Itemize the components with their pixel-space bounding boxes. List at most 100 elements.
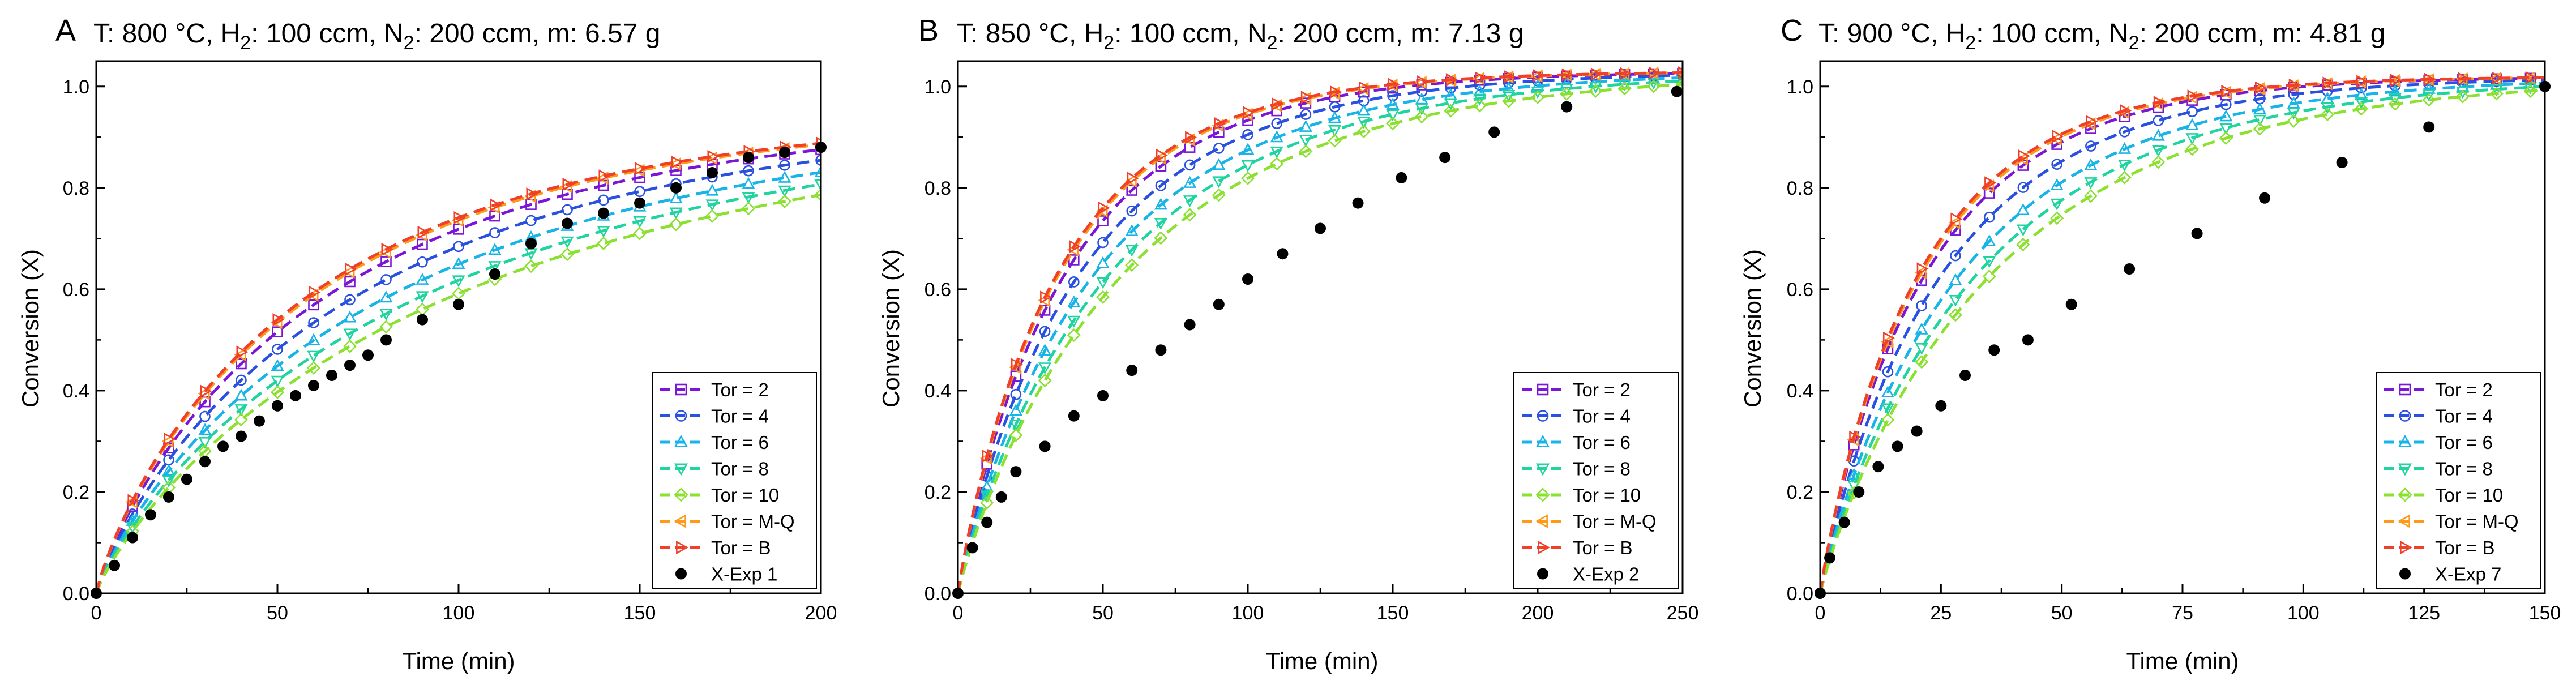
series-marker: [2422, 93, 2436, 107]
series-marker: [1125, 258, 1139, 272]
series-marker: [2458, 72, 2470, 85]
series-marker: [1983, 211, 1995, 223]
series-marker: [1009, 428, 1023, 442]
series-marker: [345, 262, 357, 276]
legend-marker: [2399, 383, 2411, 396]
series-marker: [816, 136, 821, 150]
series-marker: [1127, 172, 1139, 185]
series-marker: [1240, 171, 1255, 185]
experiment-point: [1396, 172, 1407, 183]
series-line-tor-2: [1820, 76, 2545, 593]
series-marker: [1473, 84, 1487, 97]
series-marker: [982, 450, 994, 463]
series-marker: [2085, 140, 2096, 152]
series-marker: [1212, 176, 1226, 189]
y-axis-label: Conversion (X): [878, 249, 904, 408]
series-marker: [2422, 89, 2436, 102]
legend-box: [652, 372, 817, 589]
x-tick-label: 0: [1815, 602, 1826, 624]
series-marker: [1156, 148, 1168, 162]
series-marker: [596, 171, 609, 185]
series-marker: [1214, 117, 1226, 130]
series-marker: [1618, 82, 1632, 96]
series-marker: [705, 209, 720, 223]
legend-marker: [2397, 514, 2410, 528]
series-marker: [2424, 72, 2436, 86]
experiment-point: [344, 360, 356, 371]
experiment-point: [2022, 334, 2034, 346]
series-marker: [2253, 114, 2267, 127]
series-marker: [2186, 106, 2198, 117]
series-marker: [1300, 91, 1313, 104]
y-tick-label: 0.8: [1787, 178, 1813, 199]
series-marker: [379, 290, 393, 303]
series-marker: [1882, 366, 1894, 378]
series-marker: [2322, 76, 2335, 90]
series-marker: [814, 179, 821, 191]
series-marker: [1067, 315, 1081, 328]
x-tick-label: 125: [2408, 602, 2440, 624]
legend-label: Tor = 2: [1573, 379, 1631, 400]
experiment-point: [1671, 85, 1683, 97]
series-marker: [598, 169, 611, 183]
series-marker: [234, 404, 248, 417]
series-marker: [1675, 78, 1683, 92]
series-marker: [634, 186, 645, 198]
x-tick-label: 25: [1930, 602, 1952, 624]
series-marker: [343, 328, 357, 341]
series-marker: [2151, 155, 2166, 169]
series-marker: [598, 194, 609, 206]
experiment-point: [966, 542, 978, 554]
series-marker: [741, 202, 756, 216]
series-marker: [814, 165, 821, 177]
series-marker: [2151, 145, 2165, 157]
series-marker: [1388, 78, 1400, 91]
series-marker: [2083, 189, 2098, 203]
experiment-point: [1184, 319, 1196, 331]
series-marker: [2388, 93, 2402, 105]
legend-box: [2376, 372, 2541, 589]
series-marker: [1097, 215, 1109, 226]
series-marker: [307, 333, 320, 345]
experiment-point: [779, 147, 790, 159]
x-tick-label: 50: [2051, 602, 2073, 624]
series-marker: [1299, 144, 1313, 159]
series-marker: [1241, 160, 1255, 172]
series-marker: [1098, 201, 1110, 215]
legend-marker: [1535, 487, 1550, 502]
x-tick-label: 200: [1522, 602, 1554, 624]
experiment-point: [326, 370, 337, 382]
experiment-point: [525, 238, 537, 250]
series-marker: [1183, 208, 1197, 222]
series-marker: [1880, 335, 1893, 349]
series-marker: [1502, 89, 1516, 102]
experiment-point: [453, 298, 464, 310]
y-tick-label: 1.0: [1787, 76, 1813, 98]
series-marker: [778, 185, 791, 198]
legend-label: Tor = 10: [1573, 485, 1641, 506]
y-tick-label: 1.0: [63, 76, 89, 98]
plot-layer: 0 50 100 150 200 250 0.0 0.2 0.4 0.6 0.8 1.0: [925, 60, 1698, 624]
chart-title: T: 900 °C, H2: 100 ccm, N2: 200 ccm, m: …: [1818, 19, 2385, 54]
series-marker: [1560, 87, 1574, 101]
series-marker: [1069, 239, 1081, 253]
series-marker: [2016, 224, 2030, 237]
series-marker: [1300, 109, 1312, 120]
series-marker: [1154, 218, 1167, 230]
x-tick-label: 50: [267, 602, 288, 624]
series-marker: [2287, 114, 2301, 128]
series-group: [96, 136, 821, 593]
series-marker: [2018, 149, 2030, 163]
series-marker: [778, 170, 791, 183]
series-marker: [669, 217, 683, 232]
series-marker: [1126, 205, 1137, 217]
panel-label: B: [918, 14, 939, 48]
series-marker: [815, 155, 821, 166]
chart-title: T: 850 °C, H2: 100 ccm, N2: 200 ccm, m: …: [957, 19, 1524, 54]
series-marker: [307, 350, 320, 363]
series-marker: [1982, 269, 1996, 284]
legend-label: Tor = 4: [1573, 406, 1631, 427]
series-marker: [707, 149, 720, 163]
legend-label: Tor = B: [711, 537, 771, 558]
series-marker: [416, 272, 429, 285]
